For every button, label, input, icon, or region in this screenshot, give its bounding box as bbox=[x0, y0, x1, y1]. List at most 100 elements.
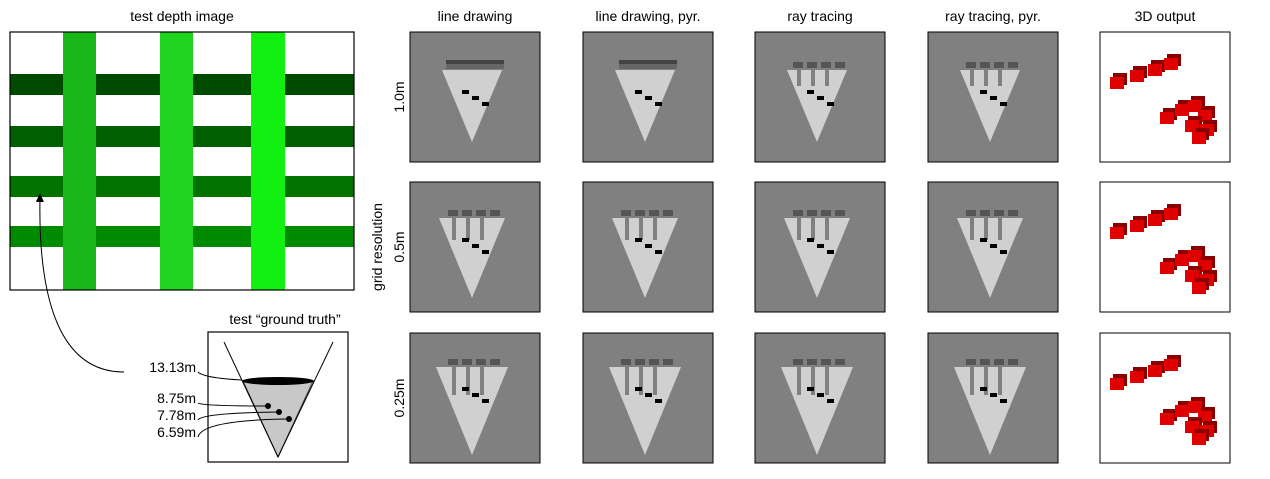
occupied-cell bbox=[980, 62, 990, 68]
object-cell bbox=[807, 90, 814, 94]
far-surface bbox=[242, 377, 314, 385]
free-cut bbox=[970, 216, 974, 240]
row-label: 0.25m bbox=[391, 379, 407, 418]
object-cell bbox=[1000, 102, 1007, 106]
object-cell bbox=[807, 238, 814, 242]
object-cell bbox=[635, 90, 642, 94]
free-cut bbox=[480, 365, 484, 395]
free-cut bbox=[825, 216, 829, 240]
object-cell bbox=[472, 393, 479, 397]
occupied-cell bbox=[980, 210, 990, 216]
occupied-cell bbox=[807, 62, 817, 68]
occupied-cell bbox=[663, 210, 673, 216]
voxel-front bbox=[1175, 405, 1189, 417]
free-cut bbox=[998, 68, 1002, 86]
occupied-cell bbox=[462, 359, 472, 365]
voxel-front bbox=[1110, 77, 1124, 89]
object-cell bbox=[980, 387, 987, 391]
map-panel bbox=[928, 333, 1058, 463]
free-cut bbox=[653, 216, 657, 240]
occupied-cell bbox=[994, 210, 1004, 216]
depth-image bbox=[10, 32, 354, 290]
panel-bg bbox=[1100, 32, 1230, 162]
object-cell bbox=[472, 96, 479, 100]
occupied-cell bbox=[793, 210, 803, 216]
occupied-cell bbox=[994, 62, 1004, 68]
free-cut bbox=[797, 216, 801, 240]
occupied-cell bbox=[821, 210, 831, 216]
output-panel bbox=[1100, 333, 1230, 463]
voxel-front bbox=[1148, 64, 1162, 76]
voxel-front bbox=[1110, 227, 1124, 239]
free-cut bbox=[998, 365, 1002, 395]
voxel-front bbox=[1175, 104, 1189, 116]
occupied-cell bbox=[807, 359, 817, 365]
column-title: ray tracing, pyr. bbox=[945, 8, 1041, 24]
occupied-cell bbox=[793, 359, 803, 365]
row-label: 1.0m bbox=[391, 81, 407, 112]
depth-label: 7.78m bbox=[157, 407, 196, 423]
occupied-band bbox=[446, 60, 504, 64]
object-cell bbox=[655, 102, 662, 106]
object-cell bbox=[827, 102, 834, 106]
column-title: line drawing bbox=[438, 8, 513, 24]
column-title: ray tracing bbox=[787, 8, 852, 24]
free-cut bbox=[984, 68, 988, 86]
free-cut bbox=[797, 365, 801, 395]
output-panel bbox=[1100, 32, 1230, 162]
free-cut bbox=[653, 365, 657, 395]
object-cell bbox=[462, 238, 469, 242]
object-cell bbox=[817, 244, 824, 248]
occupied-cell bbox=[490, 210, 500, 216]
object-cell bbox=[1000, 250, 1007, 254]
object-cell bbox=[462, 387, 469, 391]
occupied-cell bbox=[835, 210, 845, 216]
map-panel bbox=[583, 32, 713, 162]
map-panel bbox=[410, 333, 540, 463]
map-panel bbox=[755, 32, 885, 162]
object-cell bbox=[807, 387, 814, 391]
free-cut bbox=[984, 216, 988, 240]
map-panel bbox=[755, 333, 885, 463]
free-cut bbox=[825, 68, 829, 86]
occupied-cell bbox=[649, 359, 659, 365]
occupied-cell bbox=[966, 62, 976, 68]
map-panel bbox=[583, 182, 713, 312]
occupied-cell bbox=[635, 359, 645, 365]
occupied-cell bbox=[649, 210, 659, 216]
occupied-cell bbox=[635, 210, 645, 216]
free-cut bbox=[811, 68, 815, 86]
object-cell bbox=[980, 90, 987, 94]
occupied-cell bbox=[835, 62, 845, 68]
object-cell bbox=[655, 250, 662, 254]
object-cell bbox=[472, 244, 479, 248]
map-panel bbox=[410, 32, 540, 162]
object-cell bbox=[645, 96, 652, 100]
map-panel bbox=[583, 333, 713, 463]
object-cell bbox=[980, 238, 987, 242]
occupied-cell bbox=[807, 210, 817, 216]
map-panel bbox=[928, 182, 1058, 312]
object-cell bbox=[827, 399, 834, 403]
object-cell bbox=[635, 387, 642, 391]
free-cut bbox=[625, 365, 629, 395]
free-cut bbox=[797, 68, 801, 86]
occupied-cell bbox=[980, 359, 990, 365]
column-title: line drawing, pyr. bbox=[595, 8, 700, 24]
map-panel bbox=[755, 182, 885, 312]
occupied-cell bbox=[1008, 62, 1018, 68]
voxel-front bbox=[1164, 359, 1178, 371]
voxel-front bbox=[1192, 132, 1206, 144]
object-cell bbox=[990, 393, 997, 397]
depth-label: 6.59m bbox=[157, 424, 196, 440]
voxel-front bbox=[1110, 378, 1124, 390]
figure: test depth image test “ground truth” 13.… bbox=[0, 0, 1270, 479]
voxel-front bbox=[1164, 58, 1178, 70]
object-cell bbox=[635, 238, 642, 242]
occupied-cell bbox=[966, 359, 976, 365]
object-cell bbox=[827, 250, 834, 254]
depth-label: 8.75m bbox=[157, 390, 196, 406]
occupied-cell bbox=[821, 359, 831, 365]
voxel-front bbox=[1160, 413, 1174, 425]
free-cut bbox=[452, 365, 456, 395]
